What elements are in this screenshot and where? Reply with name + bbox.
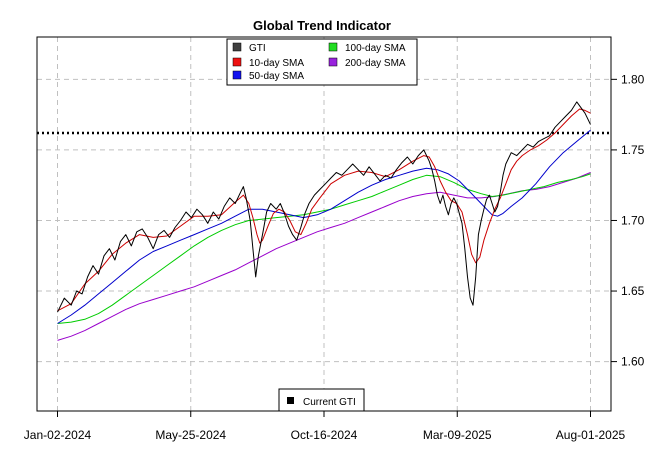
grid: [37, 37, 611, 411]
legend-swatch-10-day-sma: [232, 57, 242, 67]
y-tick-label-0: 1.60: [621, 355, 645, 369]
current-gti-legend-box: [278, 388, 365, 412]
legend-swatch-100-day-sma: [328, 42, 338, 52]
y-tick-label-1: 1.65: [621, 284, 645, 298]
x-tick-label-0: Jan-02-2024: [24, 428, 92, 442]
current-gti-legend-swatch: [287, 397, 294, 404]
legend-label-10-day-sma: 10-day SMA: [249, 58, 304, 69]
current-gti-legend: Current GTI: [278, 388, 365, 412]
legend-swatch-200-day-sma: [328, 57, 338, 67]
series-line-gti: [57, 101, 591, 313]
x-tick-label-4: Aug-01-2025: [556, 428, 626, 442]
legend-swatch-50-day-sma: [232, 70, 242, 80]
y-tick-label-2: 1.70: [621, 213, 645, 227]
x-tick-label-2: Oct-16-2024: [291, 428, 358, 442]
legend-label-50-day-sma: 50-day SMA: [249, 71, 304, 82]
legend-box: [226, 38, 418, 86]
legend-label-100-day-sma: 100-day SMA: [345, 43, 406, 54]
x-tick-label-1: May-25-2024: [155, 428, 226, 442]
y-tick-label-3: 1.75: [621, 143, 645, 157]
current-gti-legend-label: Current GTI: [303, 397, 356, 408]
legend-label-gti: GTI: [249, 43, 266, 54]
chart-title: Global Trend Indicator: [253, 18, 391, 33]
series-line-50-day-sma: [57, 129, 591, 324]
legend-swatch-gti: [232, 42, 242, 52]
series-line-10-day-sma: [57, 108, 591, 312]
y-axis: 1.60 1.65 1.70 1.75 1.80: [610, 72, 645, 369]
legend-label-200-day-sma: 200-day SMA: [345, 58, 406, 69]
x-axis: Jan-02-2024 May-25-2024 Oct-16-2024 Mar-09-…: [24, 410, 626, 442]
legend: GTI 10-day SMA 50-day SMA 100-day SMA 20…: [226, 38, 418, 86]
x-tick-label-3: Mar-09-2025: [423, 428, 492, 442]
series-layer: [57, 101, 591, 341]
y-tick-label-4: 1.80: [621, 72, 645, 86]
